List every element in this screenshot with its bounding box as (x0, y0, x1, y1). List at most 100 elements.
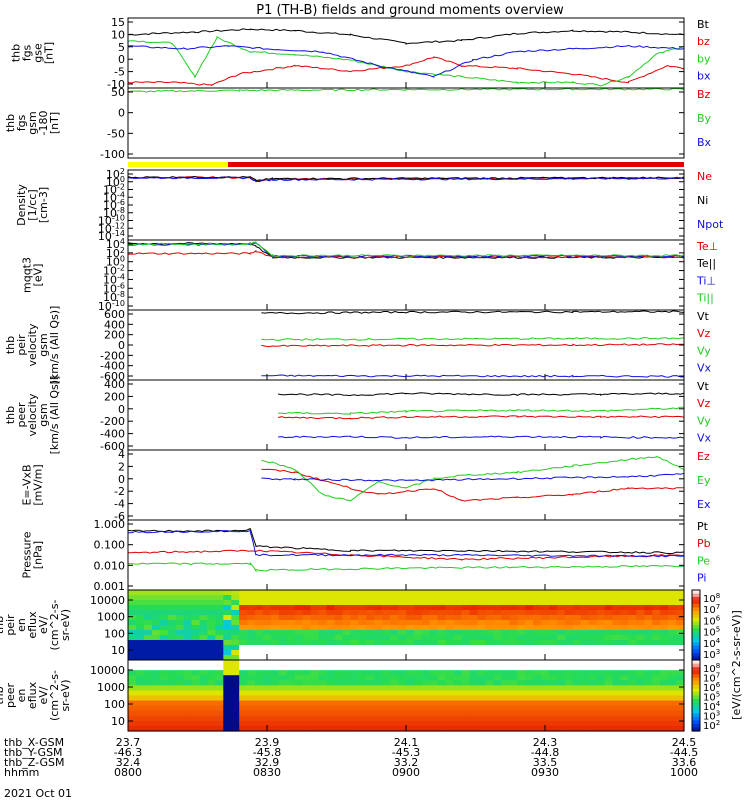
spectrogram-cell (143, 720, 153, 727)
spectrogram-cell (580, 635, 590, 641)
y-tick-label: 0.100 (94, 539, 126, 552)
spectrogram-cell (628, 650, 637, 656)
spectrogram-cell (413, 620, 423, 626)
spectrogram-cell (636, 725, 645, 732)
spectrogram-cell (612, 725, 622, 732)
spectrogram-cell (501, 680, 510, 686)
spectrogram-cell (143, 685, 153, 692)
spectrogram-cell (326, 695, 336, 702)
spectrogram-cell (548, 645, 558, 651)
spectrogram-cell (151, 615, 161, 621)
spectrogram-cell (541, 625, 550, 631)
spectrogram-cell (469, 725, 479, 732)
spectrogram-cell (493, 690, 502, 697)
spectrogram-cell (469, 710, 479, 717)
spectrogram-cell (167, 715, 177, 722)
spectrogram-cell (556, 590, 566, 596)
colorbar-tick-label: 106 (703, 614, 721, 627)
spectrogram-cell (453, 690, 463, 697)
spectrogram-cell (310, 610, 320, 616)
spectrogram-cell (350, 605, 359, 611)
spectrogram-cell (533, 695, 542, 702)
spectrogram-cell (183, 715, 193, 722)
colorbar-step (692, 618, 700, 623)
spectrogram-cell (461, 685, 471, 692)
spectrogram-cell (604, 635, 614, 641)
spectrogram-cell (255, 640, 264, 646)
spectrogram-cell (620, 625, 629, 631)
spectrogram-cell (231, 630, 240, 636)
spectrogram-cell (215, 590, 224, 596)
panel-density: 10210010-210-410-610-810-1010-1210-14Den… (15, 167, 724, 243)
spectrogram-cell (175, 590, 185, 596)
spectrogram-cell (652, 640, 661, 646)
spectrogram-cell (278, 615, 288, 621)
spectrogram-cell (517, 590, 526, 596)
spectrogram-cell (406, 600, 415, 606)
x-ticks (127, 584, 685, 590)
colorbar-step (692, 702, 700, 707)
spectrogram-cell (239, 655, 248, 661)
spectrogram-cell (461, 640, 471, 646)
spectrogram-cell (191, 600, 201, 606)
spectrogram-cell (366, 595, 375, 601)
spectrogram-cell (398, 645, 407, 651)
spectrogram-cell (652, 660, 661, 666)
spectrogram-cell (541, 700, 550, 707)
series-Vx-line (261, 374, 685, 378)
spectrogram-cell (263, 710, 272, 717)
spectrogram-cell (263, 640, 272, 646)
spectrogram-cell (445, 700, 455, 707)
spectrogram-cell (620, 705, 629, 712)
spectrogram-cell (660, 725, 669, 732)
spectrogram-cell (191, 645, 201, 651)
spectrogram-cell (652, 690, 661, 697)
spectrogram-cell (358, 650, 367, 656)
spectrogram-cell (429, 690, 439, 697)
spectrogram-cell (151, 605, 161, 611)
spectrogram-cell (628, 615, 637, 621)
spectrogram-cell (485, 665, 494, 671)
spectrogram-cell (302, 695, 312, 702)
spectrogram-cell (564, 710, 574, 717)
spectrogram-cell (541, 650, 550, 656)
spectrogram-cell (286, 605, 296, 611)
spectrogram-cell (159, 705, 169, 712)
spectrogram-cell (628, 620, 637, 626)
spectrogram-cell (159, 680, 169, 686)
spectrogram-cell (294, 695, 304, 702)
spectrogram-cell (406, 650, 415, 656)
spectrogram-cell (199, 715, 209, 722)
spectrogram-cell (676, 640, 685, 646)
spectrogram-cell (294, 620, 304, 626)
spectrogram-cell (278, 705, 288, 712)
spectrogram-cell (572, 695, 582, 702)
spectrogram-cell (620, 645, 629, 651)
y-tick-label: -200 (100, 349, 125, 362)
spectrogram-cell (270, 690, 280, 697)
spectrogram-cell (270, 615, 280, 621)
spectrogram-cell (175, 605, 185, 611)
spectrogram-cell (493, 610, 502, 616)
spectrogram-cell (231, 640, 240, 646)
spectrogram-cell (374, 595, 383, 601)
spectrogram-cell (556, 680, 566, 686)
spectrogram-cell (485, 660, 494, 666)
spectrogram-cell (215, 635, 224, 641)
spectrogram-cell (588, 650, 598, 656)
spectrogram-cell (334, 665, 344, 671)
spectrogram-cell (628, 690, 637, 697)
spectrogram-cell (596, 720, 606, 727)
spectrogram-cell (485, 630, 494, 636)
spectrogram-cell (390, 690, 399, 697)
spectrogram-cell (604, 655, 614, 661)
spectrogram-cell (556, 660, 566, 666)
x-ticks (127, 152, 685, 158)
spectrogram-cell (668, 680, 677, 686)
spectrogram-cell (143, 675, 153, 681)
spectrogram-cell (135, 665, 145, 671)
spectrogram-cell (326, 710, 336, 717)
legend-entry-Bt: Bt (697, 18, 710, 31)
spectrogram-cell (525, 630, 534, 636)
spectrogram-cell (135, 685, 145, 692)
